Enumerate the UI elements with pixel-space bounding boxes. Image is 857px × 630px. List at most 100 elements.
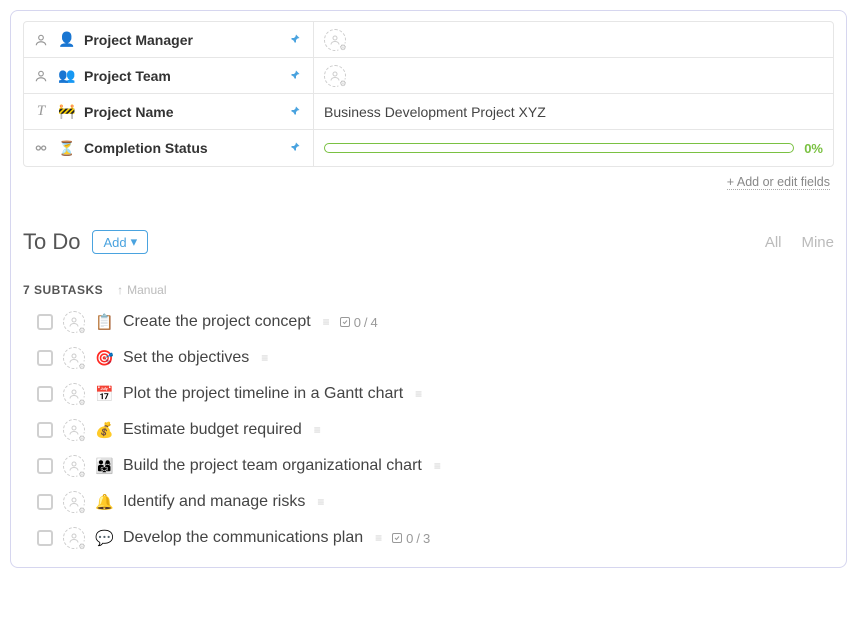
field-label: Completion Status [84,140,281,156]
description-icon: ≡ [314,423,320,437]
add-button[interactable]: Add ▾ [92,230,148,254]
tab-mine[interactable]: Mine [801,234,834,251]
pin-icon[interactable] [289,104,305,120]
task-emoji-icon: 🔔 [95,493,113,511]
task-checkbox[interactable] [37,422,53,438]
field-label-cell[interactable]: 👥 Project Team [24,58,314,93]
assignee-placeholder[interactable]: ⚙ [63,347,85,369]
field-value-cell[interactable]: 0% [314,130,833,166]
sort-mode[interactable]: ↑ Manual [117,283,166,297]
progress-bar-wrap: 0% [324,141,823,156]
gear-icon: ⚙ [338,79,348,89]
task-checkbox[interactable] [37,530,53,546]
task-assignee[interactable]: ⚙ [63,527,85,549]
add-button-label: Add [103,235,126,250]
task-title: Plot the project timeline in a Gantt cha… [123,385,403,403]
task-emoji-icon: 👨‍👩‍👧 [95,457,113,475]
description-icon: ≡ [375,531,381,545]
task-checkbox[interactable] [37,386,53,402]
task-assignee[interactable]: ⚙ [63,347,85,369]
task-row[interactable]: ⚙ 🔔 Identify and manage risks ≡ [37,491,834,513]
assignee-placeholder[interactable]: ⚙ [324,29,346,51]
task-title: Identify and manage risks [123,493,305,511]
assignee-placeholder[interactable]: ⚙ [63,311,85,333]
assignee-placeholder[interactable]: ⚙ [324,65,346,87]
task-row[interactable]: ⚙💬Develop the communications plan≡0/3 [37,527,834,549]
assignee-placeholder[interactable]: ⚙ [63,419,85,441]
field-emoji-icon: ⏳ [58,140,76,157]
task-row[interactable]: ⚙📋Create the project concept≡0/4 [37,311,834,333]
task-assignee[interactable]: ⚙ [63,455,85,477]
field-label: Project Name [84,104,281,120]
task-title: Set the objectives [123,349,249,367]
task-title: Develop the communications plan [123,529,363,547]
task-checkbox[interactable] [37,314,53,330]
task-emoji-icon: 💰 [95,421,113,439]
task-checkbox[interactable] [37,494,53,510]
task-title: Create the project concept [123,313,311,331]
description-icon: ≡ [317,495,323,509]
pin-icon[interactable] [289,32,305,48]
task-subtask-count: 0/3 [391,531,430,546]
task-assignee[interactable]: ⚙ [63,419,85,441]
field-row: T 🚧 Project Name Business Development Proje… [24,94,833,130]
add-edit-fields-link[interactable]: + Add or edit fields [727,175,830,190]
sort-mode-label: Manual [127,283,166,297]
subtasks-meta: 7 Subtasks ↑ Manual [23,283,834,297]
field-emoji-icon: 👥 [58,67,76,84]
task-row[interactable]: ⚙ 🎯 Set the objectives ≡ [37,347,834,369]
task-row[interactable]: ⚙ 💰 Estimate budget required ≡ [37,419,834,441]
task-list: ⚙📋Create the project concept≡0/4⚙🎯Set th… [23,311,834,549]
field-value-cell[interactable]: ⚙ [314,58,833,93]
field-row: 👤Project Manager ⚙ [24,22,833,58]
task-title: Build the project team organizational ch… [123,457,422,475]
task-assignee[interactable]: ⚙ [63,311,85,333]
assignee-placeholder[interactable]: ⚙ [63,455,85,477]
description-icon: ≡ [261,351,267,365]
task-title: Estimate budget required [123,421,302,439]
progress-bar[interactable] [324,143,794,153]
field-type-icon [32,140,50,156]
field-type-icon: T [32,103,50,120]
field-row: 👥 Project Team ⚙ [24,58,833,94]
field-value-cell[interactable]: ⚙ [314,22,833,57]
task-assignee[interactable]: ⚙ [63,383,85,405]
assignee-placeholder[interactable]: ⚙ [63,491,85,513]
tab-all[interactable]: All [765,234,782,251]
pin-icon[interactable] [289,68,305,84]
gear-icon: ⚙ [77,397,87,407]
progress-percent: 0% [804,141,823,156]
task-emoji-icon: 📋 [95,313,113,331]
field-label-cell[interactable]: ⏳ Completion Status [24,130,314,166]
field-label-cell[interactable]: T 🚧 Project Name [24,94,314,129]
pin-icon[interactable] [289,140,305,156]
gear-icon: ⚙ [77,469,87,479]
task-checkbox[interactable] [37,350,53,366]
gear-icon: ⚙ [77,433,87,443]
task-emoji-icon: 🎯 [95,349,113,367]
field-emoji-icon: 🚧 [58,103,76,120]
description-icon: ≡ [415,387,421,401]
field-emoji-icon: 👤 [58,31,76,48]
subtasks-count: 7 Subtasks [23,283,103,297]
assignee-placeholder[interactable]: ⚙ [63,527,85,549]
field-row: ⏳ Completion Status 0% [24,130,833,166]
assignee-placeholder[interactable]: ⚙ [63,383,85,405]
section-title: To Do [23,229,80,255]
chevron-down-icon: ▾ [131,234,138,250]
main-panel: 👤Project Manager ⚙ 👥 Project Team ⚙ T 🚧 Project… [10,10,847,568]
gear-icon: ⚙ [77,361,87,371]
field-label: Project Team [84,68,281,84]
gear-icon: ⚙ [338,43,348,53]
field-label-cell[interactable]: 👤Project Manager [24,22,314,57]
field-value-cell[interactable]: Business Development Project XYZ [314,94,833,129]
task-row[interactable]: ⚙📅Plot the project timeline in a Gantt c… [37,383,834,405]
description-icon: ≡ [323,315,329,329]
task-checkbox[interactable] [37,458,53,474]
task-row[interactable]: ⚙ 👨‍👩‍👧 Build the project team organizatio… [37,455,834,477]
gear-icon: ⚙ [77,505,87,515]
task-assignee[interactable]: ⚙ [63,491,85,513]
add-fields-row: + Add or edit fields [23,167,834,189]
gear-icon: ⚙ [77,325,87,335]
gear-icon: ⚙ [77,541,87,551]
